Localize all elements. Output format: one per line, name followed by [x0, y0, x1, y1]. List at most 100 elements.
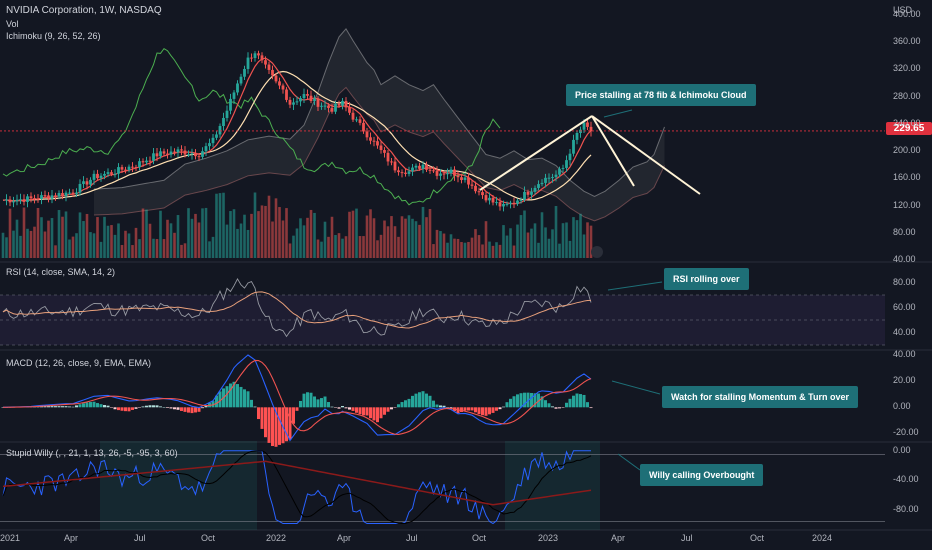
candle-body	[418, 165, 421, 169]
candle-body	[288, 99, 292, 105]
price-tick: 80.00	[893, 226, 916, 237]
candle-body	[442, 173, 446, 175]
candle-body	[470, 184, 474, 186]
candle-body	[512, 202, 516, 204]
candle-body	[565, 160, 568, 168]
volume-bar	[589, 225, 593, 258]
signal-line	[2, 359, 592, 435]
macd-histogram-bar	[470, 407, 474, 411]
volume-bar	[99, 241, 103, 258]
macd-histogram-bar	[131, 407, 134, 410]
macd-histogram-bar	[232, 381, 236, 408]
macd-callout: Watch for stalling Momentum & Turn over	[662, 386, 859, 408]
price-tick: 40.00	[893, 254, 916, 264]
candle-body	[484, 195, 488, 201]
volume-bar	[194, 213, 197, 258]
volume-bar	[124, 230, 127, 258]
rsi-pointer	[607, 281, 663, 291]
volume-bar	[516, 224, 519, 258]
volume-bar	[127, 233, 131, 258]
macd-histogram-bar	[467, 407, 470, 411]
macd-histogram-bar	[551, 406, 554, 408]
macd-histogram-bar	[572, 395, 575, 408]
volume-bar	[418, 224, 421, 258]
volume-bar	[565, 222, 568, 258]
fib-leg-up	[479, 115, 593, 191]
macd-tick: 20.00	[893, 375, 916, 386]
macd-histogram-bar	[274, 407, 278, 447]
volume-bar	[57, 210, 61, 258]
volume-bar	[453, 238, 456, 258]
macd-histogram-bar	[141, 406, 145, 408]
candle-body	[180, 149, 183, 151]
volume-bar	[8, 208, 12, 258]
macd-histogram-bar	[225, 386, 229, 408]
volume-bar	[400, 216, 404, 258]
candle-body	[316, 98, 320, 107]
macd-histogram-bar	[376, 407, 379, 423]
candle-body	[481, 192, 484, 196]
candle-body	[558, 168, 561, 175]
macd-histogram-bar	[50, 406, 54, 408]
candle-body	[229, 98, 232, 111]
volume-bar	[330, 216, 334, 258]
macd-tick: 40.00	[893, 349, 916, 359]
candle-body	[194, 153, 197, 157]
candle-body	[134, 167, 138, 169]
volume-bar	[246, 229, 250, 258]
candle-body	[453, 169, 456, 176]
x-tick: Apr	[64, 533, 79, 543]
macd-histogram-bar	[271, 407, 274, 447]
macd-histogram-bar	[512, 396, 516, 408]
macd-histogram-bar	[54, 406, 57, 408]
candle-body	[582, 122, 586, 130]
volume-bar	[561, 223, 565, 258]
volume-bar	[288, 243, 292, 258]
macd-histogram-bar	[117, 407, 120, 411]
candle-body	[145, 160, 148, 163]
candle-body	[43, 195, 47, 197]
macd-histogram-bar	[519, 393, 523, 408]
volume-bar	[484, 221, 488, 258]
volume-bar	[477, 235, 481, 258]
vol-label: Vol	[6, 19, 19, 29]
candle-body	[152, 153, 155, 161]
candle-body	[26, 196, 29, 202]
fib-projection-2	[591, 115, 701, 195]
candle-body	[197, 156, 201, 158]
candle-body	[71, 192, 75, 195]
candle-body	[460, 177, 463, 181]
volume-bar	[386, 226, 390, 258]
volume-bar	[47, 220, 50, 258]
macd-label: MACD (12, 26, close, 9, EMA, EMA)	[6, 358, 152, 368]
candle-body	[236, 83, 239, 93]
candle-body	[561, 167, 565, 169]
candle-body	[253, 53, 257, 58]
macd-histogram-bar	[152, 405, 155, 408]
volume-bar	[68, 239, 71, 258]
candle-body	[57, 193, 61, 197]
macd-histogram-bar	[197, 407, 201, 412]
volume-bar	[152, 238, 155, 258]
macd-histogram-bar	[180, 407, 183, 411]
candle-body	[15, 199, 19, 202]
volume-bar	[575, 220, 579, 258]
price-tick: 280.00	[893, 90, 921, 101]
candle-body	[428, 169, 432, 171]
volume-bar	[323, 221, 327, 258]
volume-bar	[379, 234, 383, 258]
macd-histogram-bar	[505, 402, 509, 408]
candle-body	[523, 191, 526, 200]
x-tick: Jul	[134, 533, 146, 543]
volume-bar	[428, 209, 432, 258]
macd-histogram-bar	[278, 407, 281, 445]
candle-body	[488, 197, 491, 201]
volume-bar	[530, 228, 533, 258]
macd-histogram-bar	[89, 402, 92, 408]
candle-body	[411, 167, 414, 172]
candle-body	[176, 149, 180, 153]
senkou-span-b	[93, 86, 665, 222]
macd-histogram-bar	[71, 406, 75, 408]
overbought-zone	[100, 441, 257, 530]
